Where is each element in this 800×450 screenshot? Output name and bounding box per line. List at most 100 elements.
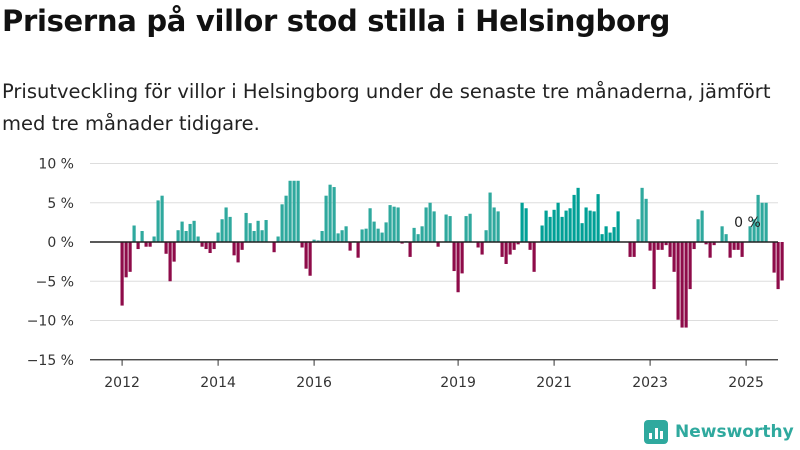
bar <box>516 242 520 245</box>
bar <box>428 202 432 242</box>
bar <box>328 184 332 242</box>
bar <box>776 242 780 290</box>
bar <box>708 242 712 258</box>
bar <box>664 242 668 246</box>
bar <box>508 242 512 255</box>
bar <box>432 211 436 242</box>
bar <box>480 242 484 255</box>
bar <box>436 242 440 247</box>
bar <box>344 226 348 242</box>
bar <box>532 242 536 272</box>
bar <box>700 210 704 242</box>
bar <box>192 220 196 243</box>
bar <box>308 242 312 276</box>
bar <box>604 226 608 242</box>
bar <box>492 207 496 242</box>
bar <box>360 229 364 242</box>
bar <box>184 231 188 242</box>
bar <box>240 242 244 250</box>
bar <box>452 242 456 272</box>
bar <box>496 211 500 242</box>
bar <box>320 231 324 242</box>
bar <box>340 230 344 242</box>
bar <box>692 242 696 250</box>
bar <box>672 242 676 272</box>
bar <box>448 216 452 242</box>
bar <box>280 204 284 242</box>
bar <box>260 230 264 242</box>
bar <box>584 207 588 242</box>
x-tick-label: 2021 <box>536 375 572 391</box>
x-tick-label: 2025 <box>728 375 764 391</box>
bar <box>740 242 744 257</box>
bar <box>392 206 396 242</box>
latest-value-annotation: 0 % <box>734 215 761 231</box>
bar <box>640 187 644 242</box>
bar <box>600 234 604 242</box>
bar <box>752 219 756 242</box>
bar <box>416 234 420 242</box>
bar <box>552 209 556 242</box>
bar <box>596 194 600 242</box>
bar <box>304 242 308 269</box>
bar <box>580 223 584 242</box>
bar <box>572 194 576 242</box>
x-tick-label: 2016 <box>296 375 332 391</box>
bar <box>300 242 304 248</box>
bar <box>376 228 380 242</box>
bar <box>616 211 620 242</box>
bar <box>368 208 372 242</box>
bar <box>732 242 736 250</box>
bar <box>220 219 224 242</box>
bar <box>200 242 204 247</box>
bar <box>588 210 592 242</box>
bar <box>288 180 292 242</box>
bar <box>772 242 776 273</box>
chart-title: Priserna på villor stod stilla i Helsing… <box>2 4 671 38</box>
bar <box>476 242 480 248</box>
bar <box>388 205 392 242</box>
bar <box>244 212 248 242</box>
bar <box>312 239 316 242</box>
bar <box>548 216 552 242</box>
x-tick-label: 2023 <box>632 375 668 391</box>
bar <box>276 236 280 242</box>
bar <box>712 242 716 246</box>
bar <box>720 226 724 242</box>
bar <box>408 242 412 257</box>
bar <box>364 228 368 242</box>
bar <box>228 216 232 242</box>
bar <box>232 242 236 256</box>
bar <box>144 242 148 247</box>
bar <box>488 192 492 242</box>
bar <box>632 242 636 257</box>
bar <box>384 222 388 243</box>
bar <box>424 207 428 242</box>
y-tick-label: −15 % <box>27 353 74 369</box>
bar <box>704 242 708 245</box>
bar <box>236 242 240 263</box>
bar <box>156 200 160 242</box>
bar <box>656 242 660 250</box>
bar <box>652 242 656 290</box>
bar <box>168 242 172 282</box>
bar <box>356 242 360 258</box>
bar <box>560 216 564 242</box>
bar <box>500 242 504 257</box>
newsworthy-wordmark: Newsworthy <box>675 422 794 442</box>
y-tick-labels: 10 % 5 % 0 % −5 % −10 % −15 % <box>27 157 74 369</box>
bar <box>760 202 764 242</box>
bar <box>636 219 640 242</box>
bar <box>248 223 252 242</box>
bar <box>660 242 664 250</box>
bar <box>524 208 528 242</box>
bar <box>564 210 568 242</box>
bar <box>120 242 124 306</box>
bar <box>284 195 288 242</box>
y-tick-label: 10 % <box>38 157 74 173</box>
bars <box>120 180 784 328</box>
bar <box>684 242 688 328</box>
bar <box>128 242 132 272</box>
bar <box>264 220 268 242</box>
